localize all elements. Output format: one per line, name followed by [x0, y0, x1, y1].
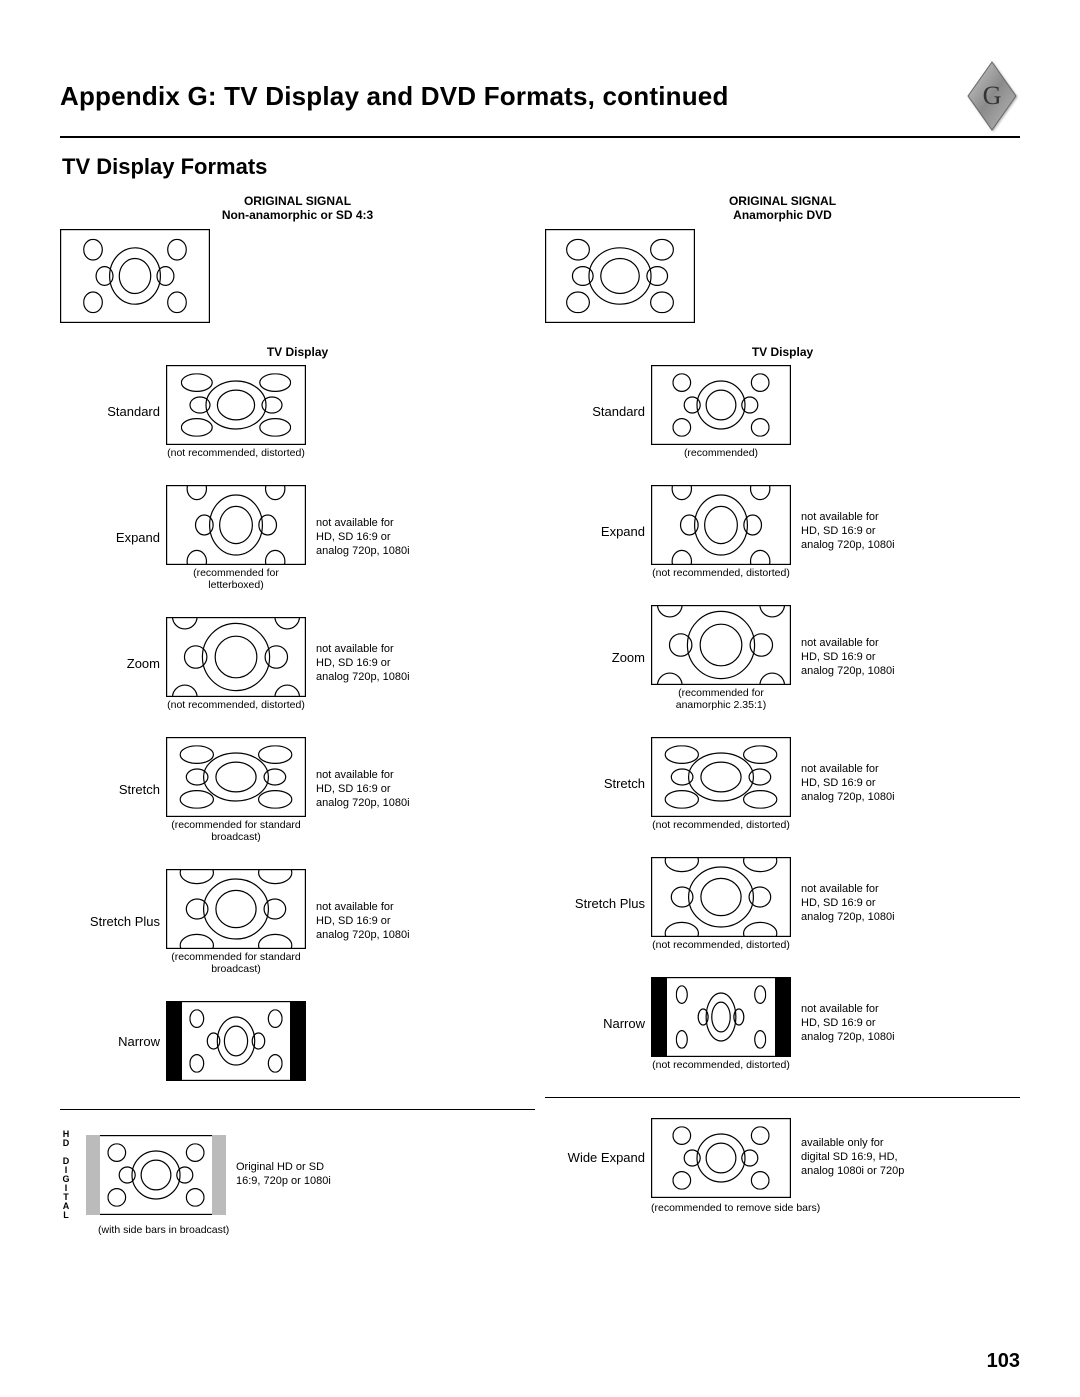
left-row-stretch: Stretch (recommended for standard broadc…	[60, 737, 535, 843]
mode-recommendation: (not recommended, distorted)	[652, 567, 790, 579]
left-signal-title: ORIGINAL SIGNAL Non-anamorphic or SD 4:3	[60, 194, 535, 223]
right-row-expand: Expand (not recommended, distorted) not …	[545, 485, 1020, 579]
mode-recommendation: (not recommended, distorted)	[652, 939, 790, 951]
mode-diagram: (not recommended, distorted)	[166, 365, 306, 459]
page-number: 103	[987, 1350, 1020, 1373]
mode-label: Standard	[545, 404, 651, 419]
right-wide-row: Wide Expand available only fordigital SD…	[545, 1118, 1020, 1198]
mode-note: not available forHD, SD 16:9 oranalog 72…	[306, 769, 535, 810]
right-wide-rec: (recommended to remove side bars)	[651, 1202, 1020, 1214]
left-hd-row: HDDIGITAL Original HD or SD16:9, 720p or…	[60, 1130, 535, 1220]
left-row-expand: Expand (recommended for letterboxed) not…	[60, 485, 535, 591]
left-row-zoom: Zoom (not recommended, distorted) not av…	[60, 617, 535, 711]
left-row-narrow: Narrow	[60, 1001, 535, 1083]
page-header: Appendix G: TV Display and DVD Formats, …	[60, 60, 1020, 138]
mode-note: not available forHD, SD 16:9 oranalog 72…	[306, 517, 535, 558]
mode-diagram	[166, 1001, 306, 1083]
mode-diagram: (not recommended, distorted)	[166, 617, 306, 711]
right-rows: Standard (recommended) Expand	[545, 365, 1020, 1071]
mode-label: Stretch Plus	[60, 914, 166, 929]
left-rows: Standard (not recommended, distorted) E	[60, 365, 535, 1083]
mode-note: not available forHD, SD 16:9 oranalog 72…	[791, 511, 1020, 552]
right-row-zoom: Zoom (recommended for anamorphic 2.35:1)…	[545, 605, 1020, 711]
columns: ORIGINAL SIGNAL Non-anamorphic or SD 4:3…	[60, 194, 1020, 1236]
mode-note: not available forHD, SD 16:9 oranalog 72…	[791, 637, 1020, 678]
mode-diagram: (not recommended, distorted)	[651, 857, 791, 951]
mode-diagram: (recommended)	[651, 365, 791, 459]
page-title: Appendix G: TV Display and DVD Formats, …	[60, 81, 729, 112]
mode-label: Stretch	[60, 782, 166, 797]
mode-note: not available forHD, SD 16:9 oranalog 72…	[791, 883, 1020, 924]
left-hd-figure	[86, 1135, 226, 1215]
mode-diagram: (not recommended, distorted)	[651, 977, 791, 1071]
mode-diagram: (not recommended, distorted)	[651, 485, 791, 579]
mode-label: Stretch	[545, 776, 651, 791]
mode-label: Narrow	[545, 1016, 651, 1031]
mode-diagram: (recommended for standard broadcast)	[166, 869, 306, 975]
mode-recommendation: (recommended for standard broadcast)	[166, 819, 306, 843]
right-row-stretch-plus: Stretch Plus (not recommended, distorted…	[545, 857, 1020, 951]
mode-diagram: (recommended for letterboxed)	[166, 485, 306, 591]
left-tv-display-label: TV Display	[60, 345, 535, 359]
mode-label: Zoom	[60, 656, 166, 671]
mode-label: Standard	[60, 404, 166, 419]
mode-recommendation: (recommended for standard broadcast)	[166, 951, 306, 975]
page: Appendix G: TV Display and DVD Formats, …	[0, 0, 1080, 1397]
right-row-standard: Standard (recommended)	[545, 365, 1020, 459]
mode-recommendation: (not recommended, distorted)	[167, 447, 305, 459]
wide-expand-label: Wide Expand	[545, 1150, 651, 1165]
mode-note: not available forHD, SD 16:9 oranalog 72…	[791, 1003, 1020, 1044]
left-signal-diagram	[60, 229, 535, 323]
section-heading: TV Display Formats	[62, 154, 1020, 180]
mode-label: Stretch Plus	[545, 896, 651, 911]
left-column: ORIGINAL SIGNAL Non-anamorphic or SD 4:3…	[60, 194, 535, 1236]
right-divider	[545, 1097, 1020, 1098]
mode-recommendation: (not recommended, distorted)	[652, 1059, 790, 1071]
mode-recommendation: (recommended for anamorphic 2.35:1)	[651, 687, 791, 711]
mode-recommendation: (recommended)	[684, 447, 758, 459]
right-signal-title: ORIGINAL SIGNAL Anamorphic DVD	[545, 194, 1020, 223]
mode-recommendation: (not recommended, distorted)	[652, 819, 790, 831]
left-row-stretch-plus: Stretch Plus (recommended for standard b…	[60, 869, 535, 975]
mode-recommendation: (recommended for letterboxed)	[166, 567, 306, 591]
mode-note: not available forHD, SD 16:9 oranalog 72…	[306, 901, 535, 942]
right-wide-note: available only fordigital SD 16:9, HD,an…	[791, 1137, 1020, 1178]
mode-diagram: (not recommended, distorted)	[651, 737, 791, 831]
hd-digital-vertical-label: HDDIGITAL	[60, 1130, 72, 1220]
mode-note: not available forHD, SD 16:9 oranalog 72…	[306, 643, 535, 684]
right-tv-display-label: TV Display	[545, 345, 1020, 359]
right-column: ORIGINAL SIGNAL Anamorphic DVD TV Displa…	[545, 194, 1020, 1236]
mode-note: not available forHD, SD 16:9 oranalog 72…	[791, 763, 1020, 804]
left-row-standard: Standard (not recommended, distorted)	[60, 365, 535, 459]
left-hd-rec: (with side bars in broadcast)	[98, 1224, 535, 1236]
right-row-stretch: Stretch (not recommended, distorted) not…	[545, 737, 1020, 831]
right-signal-diagram	[545, 229, 1020, 323]
badge-letter: G	[983, 81, 1002, 110]
mode-label: Narrow	[60, 1034, 166, 1049]
mode-recommendation: (not recommended, distorted)	[167, 699, 305, 711]
left-divider	[60, 1109, 535, 1110]
right-row-narrow: Narrow (not recommended, distorted) not …	[545, 977, 1020, 1071]
right-wide-figure	[651, 1118, 791, 1198]
mode-label: Expand	[545, 524, 651, 539]
mode-label: Zoom	[545, 650, 651, 665]
appendix-badge-icon: G	[964, 60, 1020, 132]
left-hd-note: Original HD or SD16:9, 720p or 1080i	[226, 1161, 535, 1189]
mode-label: Expand	[60, 530, 166, 545]
mode-diagram: (recommended for anamorphic 2.35:1)	[651, 605, 791, 711]
mode-diagram: (recommended for standard broadcast)	[166, 737, 306, 843]
